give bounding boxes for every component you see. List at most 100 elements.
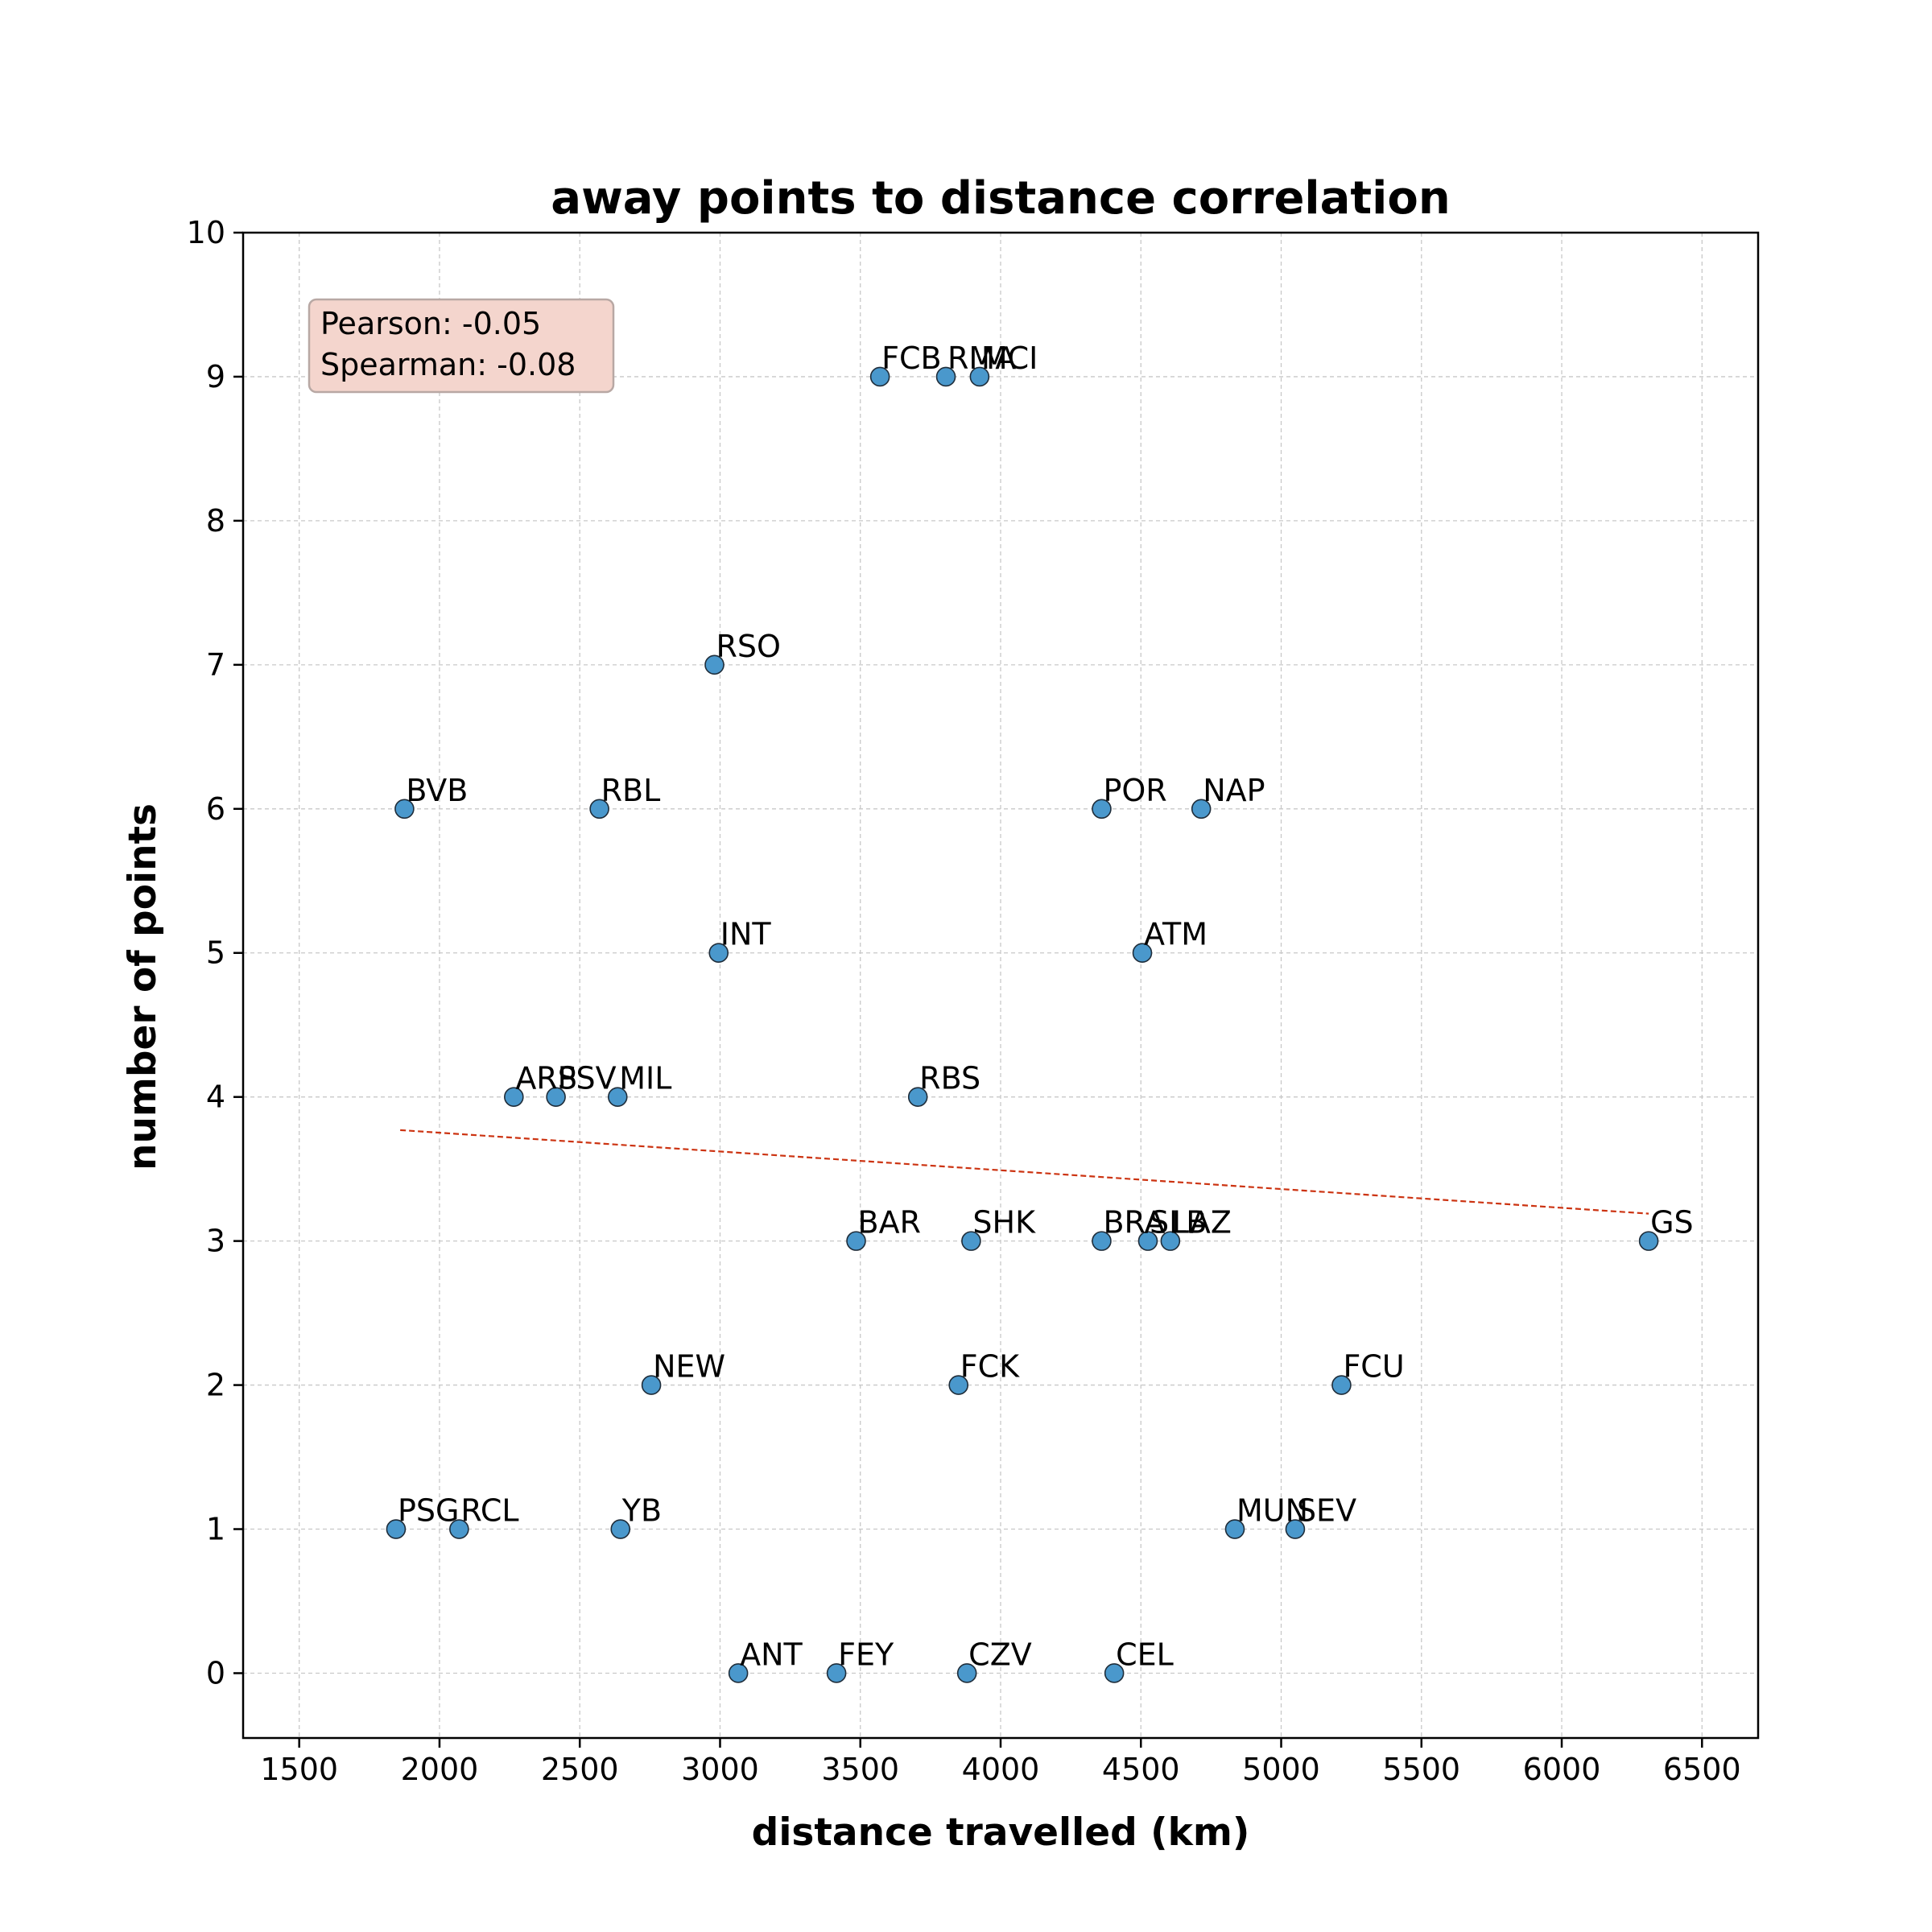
point-label-yb: YB — [621, 1493, 662, 1529]
y-axis-label: number of points — [121, 803, 165, 1170]
data-point-czv — [956, 1663, 977, 1683]
point-label-fcu: FCU — [1343, 1349, 1404, 1385]
data-point-shk — [961, 1231, 981, 1251]
point-label-rcl: RCL — [460, 1493, 518, 1529]
data-point-bra — [1092, 1231, 1112, 1251]
x-tick-label: 1500 — [260, 1752, 338, 1787]
data-point-slb — [1137, 1231, 1158, 1251]
data-point-rma — [935, 366, 956, 387]
y-tick-label: 5 — [206, 935, 225, 971]
data-point-cel — [1104, 1663, 1125, 1683]
y-tick-label: 0 — [206, 1655, 225, 1690]
point-label-por: POR — [1103, 773, 1166, 808]
data-point-rcl — [449, 1519, 469, 1539]
data-point-sev — [1285, 1519, 1306, 1539]
data-point-rso — [704, 654, 724, 675]
point-label-slb: SLB — [1150, 1205, 1207, 1241]
y-tick-label: 9 — [206, 359, 225, 394]
point-label-rbs: RBS — [919, 1061, 980, 1096]
x-axis-label: distance travelled (km) — [752, 1810, 1250, 1855]
data-point-psg — [386, 1519, 407, 1539]
data-point-mil — [607, 1087, 628, 1107]
x-tick-label: 5500 — [1382, 1752, 1460, 1787]
data-point-rbs — [907, 1087, 928, 1107]
y-tick-label: 8 — [206, 503, 225, 539]
x-tick-label: 6000 — [1523, 1752, 1601, 1787]
point-label-atm: ATM — [1144, 917, 1208, 952]
point-label-ant: ANT — [740, 1637, 803, 1672]
point-label-fey: FEY — [838, 1637, 894, 1672]
trendline-layer — [400, 1129, 1649, 1215]
data-point-new — [641, 1375, 662, 1395]
x-tick-label: 3000 — [681, 1752, 759, 1787]
x-tick-label: 2500 — [541, 1752, 619, 1787]
y-tick-label: 4 — [206, 1080, 225, 1115]
data-point-bar — [846, 1231, 866, 1251]
point-label-ars: ARS — [515, 1061, 577, 1096]
point-label-gs: GS — [1650, 1205, 1694, 1241]
pearson-text: Pearson: -0.05 — [320, 306, 541, 341]
point-label-new: NEW — [653, 1349, 725, 1385]
x-tick-label: 5000 — [1242, 1752, 1320, 1787]
data-point-gs — [1638, 1231, 1659, 1251]
point-label-bra: BRA — [1103, 1205, 1165, 1241]
point-label-psv: PSV — [558, 1061, 617, 1096]
y-axis-ticks: 0 1 2 3 4 5 6 7 8 9 10 — [187, 215, 243, 1690]
data-point-bvb — [394, 799, 415, 819]
stats-box-background — [308, 298, 615, 394]
x-tick-label: 4500 — [1102, 1752, 1180, 1787]
data-point-mun — [1224, 1519, 1245, 1539]
point-label-bvb: BVB — [406, 773, 468, 808]
data-point-atm — [1132, 943, 1153, 964]
y-tick-label: 6 — [206, 791, 225, 827]
point-label-shk: SHK — [972, 1205, 1036, 1241]
y-tick-label: 3 — [206, 1224, 225, 1259]
data-point-ars — [504, 1087, 524, 1107]
y-tick-label: 1 — [206, 1512, 225, 1547]
x-tick-label: 2000 — [401, 1752, 479, 1787]
x-tick-label: 3500 — [821, 1752, 899, 1787]
point-label-psg: PSG — [398, 1493, 459, 1529]
point-label-nap: NAP — [1203, 773, 1265, 808]
point-label-mil: MIL — [619, 1061, 671, 1096]
point-label-cel: CEL — [1116, 1637, 1174, 1672]
grid-lines — [243, 232, 1758, 1738]
data-point-psv — [546, 1087, 566, 1107]
point-label-mci: MCI — [981, 341, 1038, 376]
point-label-fcb: FCB — [881, 341, 941, 376]
point-label-czv: CZV — [968, 1637, 1032, 1672]
data-point-yb — [610, 1519, 631, 1539]
trendline — [400, 1129, 1649, 1215]
point-label-fck: FCK — [960, 1349, 1020, 1385]
data-point-laz — [1160, 1231, 1181, 1251]
point-label-rso: RSO — [716, 629, 781, 664]
x-axis-ticks: 1500 2000 2500 3000 3500 4000 4500 5000 5500 6000… — [260, 1738, 1741, 1787]
x-tick-label: 4000 — [962, 1752, 1040, 1787]
y-tick-label: 7 — [206, 647, 225, 683]
point-label-laz: LAZ — [1172, 1205, 1232, 1241]
point-label-int: INT — [720, 917, 772, 952]
data-point-rbl — [589, 799, 609, 819]
chart-title: away points to distance correlation — [551, 172, 1450, 225]
data-point-fcb — [869, 366, 890, 387]
spearman-text: Spearman: -0.08 — [320, 347, 576, 382]
data-point-fck — [948, 1375, 969, 1395]
data-point-nap — [1191, 799, 1212, 819]
data-point-ant — [728, 1663, 749, 1683]
y-tick-label: 2 — [206, 1368, 225, 1403]
y-tick-label: 10 — [187, 215, 225, 250]
stats-box: Pearson: -0.05 Spearman: -0.08 — [308, 298, 615, 394]
point-label-bar: BAR — [858, 1205, 921, 1241]
point-label-sev: SEV — [1297, 1493, 1356, 1529]
data-point-por — [1092, 799, 1112, 819]
data-point-fey — [826, 1663, 847, 1683]
data-point-mci — [969, 366, 990, 387]
point-label-mun: MUN — [1236, 1493, 1308, 1529]
data-points — [386, 366, 1659, 1683]
x-tick-label: 6500 — [1663, 1752, 1741, 1787]
data-point-fcu — [1331, 1375, 1352, 1395]
point-label-rma: RMA — [947, 341, 1016, 376]
